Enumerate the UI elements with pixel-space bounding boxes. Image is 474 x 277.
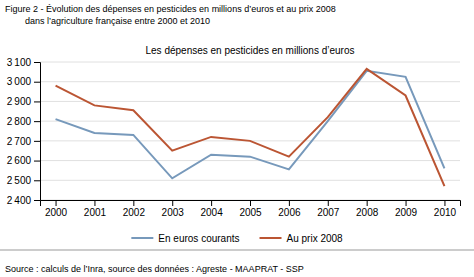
y-tick: 2 800 [7, 116, 40, 127]
x-tick-mark [94, 200, 95, 206]
y-tick-mark [34, 161, 40, 162]
x-tick-label: 2009 [395, 207, 418, 218]
x-tick-mark [172, 200, 173, 206]
x-tick-label: 2006 [278, 207, 301, 218]
x-tick: 2000 [45, 200, 68, 218]
grid-line [40, 81, 460, 82]
legend: En euros courants Au prix 2008 [131, 233, 343, 244]
y-tick-mark [34, 82, 40, 83]
x-tick: 2007 [317, 200, 340, 218]
x-tick-label: 2003 [162, 207, 185, 218]
x-tick: 2001 [84, 200, 107, 218]
x-tick-label: 2010 [434, 207, 457, 218]
y-tick-label: 2 500 [7, 175, 32, 186]
lines [56, 69, 445, 186]
x-tick-label: 2005 [239, 207, 262, 218]
x-tick-mark [211, 200, 212, 206]
y-tick-mark [34, 200, 40, 201]
y-tick-label: 2 600 [7, 155, 32, 166]
grid [40, 62, 460, 200]
grid-line [40, 101, 460, 102]
legend-item: En euros courants [131, 233, 239, 244]
separator [0, 250, 474, 251]
y-tick: 2 900 [7, 96, 40, 107]
x-tick-mark [250, 200, 251, 206]
chart: Figure 2 - Évolution des dépenses en pes… [0, 0, 474, 277]
y-tick-label: 3 100 [7, 57, 32, 68]
y-tick-label: 3 000 [7, 76, 32, 87]
y-tick-mark [34, 180, 40, 181]
y-tick: 3 100 [7, 57, 40, 68]
y-tick: 2 400 [7, 195, 40, 206]
x-tick: 2002 [123, 200, 146, 218]
figure-title: dans l’agriculture française entre 2000 … [5, 16, 210, 26]
x-tick-mark [328, 200, 329, 206]
x-tick: 2005 [239, 200, 262, 218]
x-tick-mark [56, 200, 57, 206]
y-tick-mark [34, 121, 40, 122]
plot-area: 2000 2001 2002 2003 2004 2005 2006 2007 2008 2009… [7, 57, 461, 218]
source-note: Source : calculs de l’Inra, source des d… [5, 264, 304, 274]
x-tick-mark [289, 200, 290, 206]
x-tick-mark [444, 200, 445, 206]
y-axis: 2 400 2 500 2 600 2 700 2 800 2 900 3 000 3 100 [7, 57, 41, 206]
x-axis-line [41, 201, 461, 207]
x-tick: 2004 [200, 200, 223, 218]
x-tick-label: 2001 [84, 207, 107, 218]
legend-label: Au prix 2008 [287, 233, 344, 244]
grid-line [40, 121, 460, 122]
y-tick-label: 2 700 [7, 136, 32, 147]
x-tick-label: 2000 [45, 207, 68, 218]
x-tick-mark [406, 200, 407, 206]
y-tick: 3 000 [7, 76, 40, 87]
chart-title: Les dépenses en pesticides en millions d… [145, 45, 354, 56]
y-tick-label: 2 800 [7, 116, 32, 127]
legend-item: Au prix 2008 [260, 233, 344, 244]
y-tick: 2 600 [7, 155, 40, 166]
grid-line [40, 62, 460, 63]
x-tick-label: 2007 [317, 207, 340, 218]
grid-line [40, 180, 460, 181]
y-tick-label: 2 900 [7, 96, 32, 107]
y-tick: 2 700 [7, 136, 40, 147]
y-tick-mark [34, 62, 40, 63]
x-tick: 2010 [434, 200, 457, 218]
y-tick-mark [34, 141, 40, 142]
legend-swatch [131, 237, 153, 239]
y-tick: 2 500 [7, 175, 40, 186]
y-axis-line [34, 63, 41, 201]
x-tick-label: 2004 [200, 207, 223, 218]
x-tick: 2003 [162, 200, 185, 218]
x-axis: 2000 2001 2002 2003 2004 2005 2006 2007 2008 2009… [41, 200, 461, 218]
series-line [56, 69, 445, 186]
x-tick: 2006 [278, 200, 301, 218]
y-tick-mark [34, 101, 40, 102]
x-tick: 2009 [395, 200, 418, 218]
x-tick-label: 2008 [356, 207, 379, 218]
legend-swatch [260, 237, 282, 239]
y-tick-label: 2 400 [7, 195, 32, 206]
grid-line [40, 160, 460, 161]
x-tick: 2008 [356, 200, 379, 218]
x-tick-mark [133, 200, 134, 206]
series-line [56, 71, 445, 178]
x-tick-mark [367, 200, 368, 206]
figure-title: Figure 2 - Évolution des dépenses en pes… [5, 4, 336, 14]
x-tick-label: 2002 [123, 207, 146, 218]
legend-label: En euros courants [158, 233, 239, 244]
